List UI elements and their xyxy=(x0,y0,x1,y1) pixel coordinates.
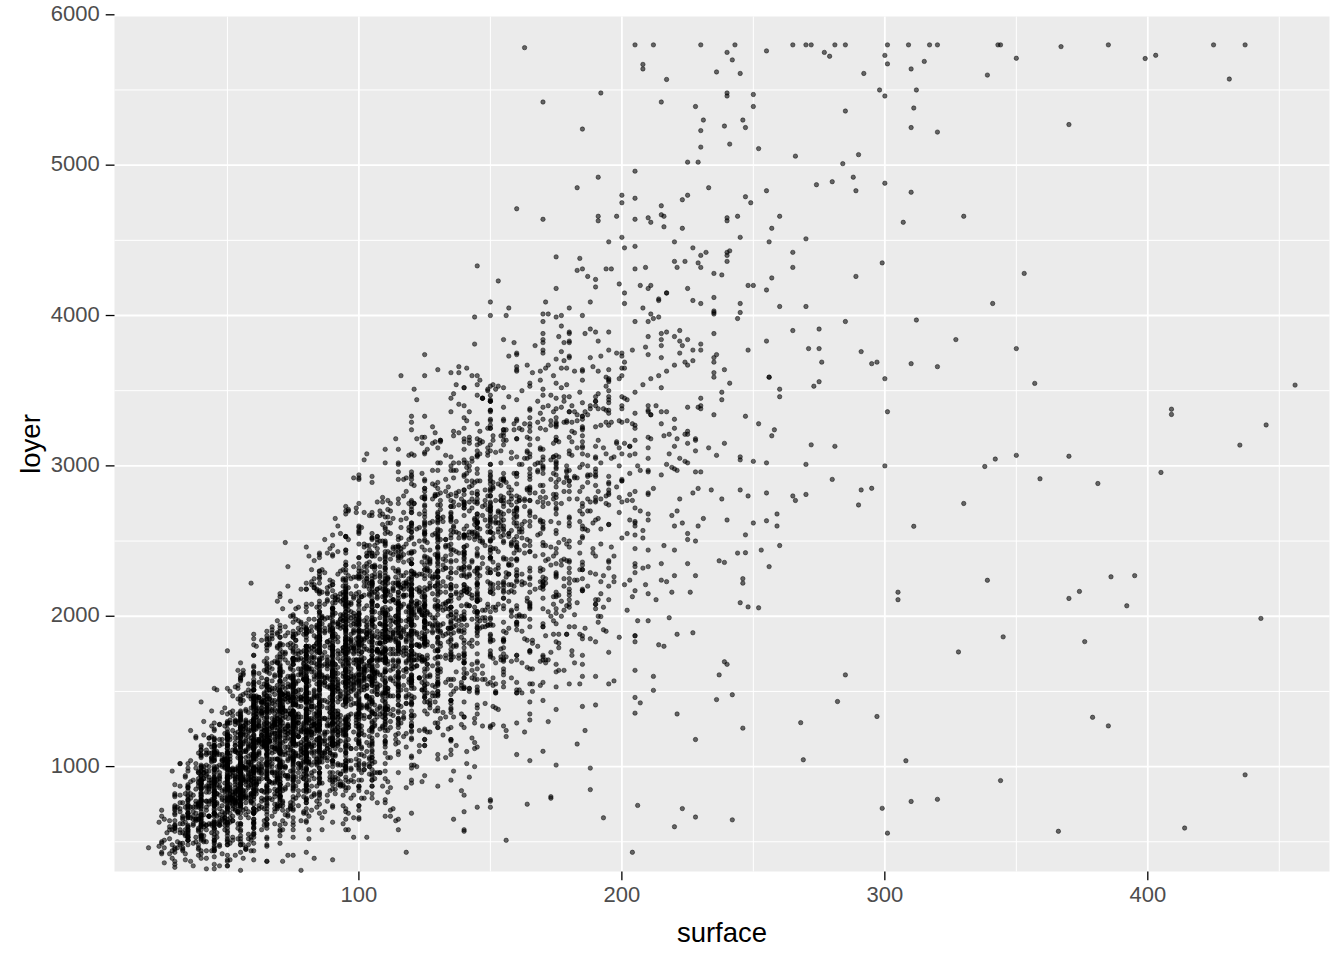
svg-text:1000: 1000 xyxy=(51,753,100,778)
svg-text:surface: surface xyxy=(677,917,767,948)
svg-text:100: 100 xyxy=(341,882,378,907)
svg-text:400: 400 xyxy=(1129,882,1166,907)
svg-text:4000: 4000 xyxy=(51,302,100,327)
svg-text:6000: 6000 xyxy=(51,1,100,26)
svg-text:2000: 2000 xyxy=(51,602,100,627)
svg-text:300: 300 xyxy=(866,882,903,907)
svg-text:3000: 3000 xyxy=(51,452,100,477)
svg-text:200: 200 xyxy=(604,882,641,907)
svg-text:loyer: loyer xyxy=(15,414,46,474)
svg-text:5000: 5000 xyxy=(51,151,100,176)
